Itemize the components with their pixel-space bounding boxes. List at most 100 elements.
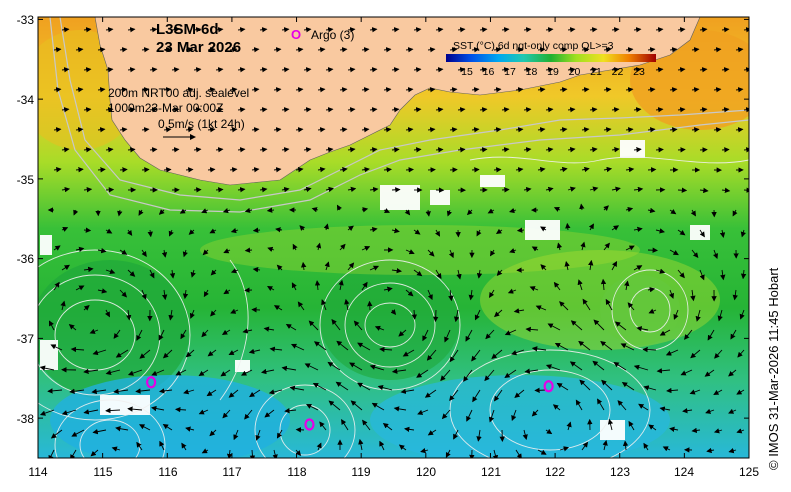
velocity-arrow xyxy=(706,447,715,454)
velocity-arrow xyxy=(367,300,373,311)
velocity-arrow xyxy=(531,246,539,252)
velocity-arrow xyxy=(457,107,466,113)
velocity-arrow xyxy=(70,346,85,353)
colorbar-ticks: 15 16 17 18 19 20 21 22 23 xyxy=(461,66,645,78)
velocity-arrow xyxy=(136,329,143,341)
lat-label: -38 xyxy=(17,412,35,426)
velocity-arrow xyxy=(228,389,239,398)
velocity-arrow xyxy=(141,249,147,257)
velocity-arrow xyxy=(597,398,605,411)
velocity-arrow xyxy=(295,166,304,173)
velocity-arrow xyxy=(83,409,99,415)
velocity-arrow xyxy=(369,107,378,113)
velocity-arrow xyxy=(237,27,246,33)
velocity-arrow xyxy=(567,67,576,73)
velocity-arrow xyxy=(259,187,268,193)
velocity-arrow xyxy=(405,47,414,53)
velocity-arrow xyxy=(75,127,84,133)
velocity-arrow xyxy=(677,27,686,33)
velocity-arrow xyxy=(479,27,488,33)
velocity-arrow xyxy=(97,127,106,133)
velocity-arrow xyxy=(39,365,55,371)
velocity-arrow xyxy=(295,87,304,93)
argo-float-marker[interactable] xyxy=(304,418,315,431)
velocity-arrow xyxy=(158,209,165,215)
velocity-arrow xyxy=(185,127,194,133)
velocity-arrow xyxy=(252,267,261,273)
argo-float-marker[interactable] xyxy=(146,376,157,389)
velocity-arrow xyxy=(592,360,605,371)
velocity-arrow xyxy=(180,329,187,340)
velocity-arrow xyxy=(669,249,679,256)
velocity-arrow xyxy=(237,67,246,73)
velocity-arrow xyxy=(105,268,116,275)
velocity-arrow xyxy=(545,67,554,73)
velocity-arrow xyxy=(390,309,397,315)
velocity-arrow xyxy=(169,269,176,279)
velocity-arrow xyxy=(487,208,495,214)
velocity-arrow xyxy=(48,449,55,458)
velocity-arrow xyxy=(426,349,437,361)
velocity-arrow xyxy=(92,428,107,435)
velocity-arrow xyxy=(292,243,298,251)
lon-label: 118 xyxy=(287,465,306,479)
velocity-arrow xyxy=(743,27,749,33)
velocity-arrow xyxy=(336,204,342,211)
velocity-arrow xyxy=(201,208,209,214)
velocity-arrow xyxy=(119,127,128,133)
velocity-arrow xyxy=(677,187,688,193)
velocity-arrow xyxy=(579,203,585,211)
velocity-arrow xyxy=(75,285,85,291)
velocity-arrow xyxy=(198,409,209,415)
velocity-arrow xyxy=(193,67,202,73)
velocity-arrow xyxy=(588,223,594,231)
velocity-arrow xyxy=(489,289,495,298)
velocity-arrow xyxy=(400,388,415,395)
velocity-arrow xyxy=(472,389,481,403)
velocity-arrow xyxy=(476,269,483,279)
velocity-arrow xyxy=(565,222,571,231)
velocity-arrow xyxy=(215,67,224,73)
velocity-arrow xyxy=(383,286,393,292)
velocity-arrow xyxy=(149,107,158,113)
sealevel-contours xyxy=(38,156,749,458)
velocity-arrow xyxy=(201,448,209,454)
velocity-arrow xyxy=(127,269,136,277)
velocity-arrow xyxy=(248,348,261,355)
velocity-arrow xyxy=(448,249,454,259)
lat-label: -36 xyxy=(17,252,35,266)
velocity-arrow xyxy=(308,320,319,331)
velocity-arrow xyxy=(273,305,283,311)
velocity-arrow xyxy=(445,449,451,458)
velocity-arrow xyxy=(136,441,143,451)
argo-float-marker[interactable] xyxy=(543,380,554,393)
velocity-arrow xyxy=(449,349,459,363)
velocity-arrow xyxy=(369,364,385,371)
velocity-arrow xyxy=(261,368,275,375)
lon-label: 115 xyxy=(93,465,112,479)
velocity-arrow xyxy=(69,388,85,394)
colorbar-tick-label: 22 xyxy=(612,66,624,78)
velocity-arrow xyxy=(484,369,495,382)
velocity-arrow xyxy=(690,289,696,302)
velocity-arrow xyxy=(493,167,502,173)
velocity-arrow xyxy=(603,87,612,93)
velocity-arrow xyxy=(369,67,378,73)
velocity-arrow xyxy=(162,424,173,431)
velocity-arrow xyxy=(171,107,180,113)
velocity-arrow xyxy=(465,329,473,342)
velocity-arrow xyxy=(97,247,107,254)
velocity-arrow xyxy=(537,127,546,133)
velocity-arrow xyxy=(479,147,488,153)
lat-label: -34 xyxy=(17,93,35,107)
velocity-arrow xyxy=(269,346,283,352)
velocity-arrow xyxy=(535,305,547,311)
velocity-arrow xyxy=(567,146,576,153)
velocity-arrow xyxy=(603,166,613,173)
velocity-arrow xyxy=(61,186,71,193)
velocity-arrow xyxy=(357,342,371,351)
velocity-arrow xyxy=(127,107,136,113)
velocity-arrow xyxy=(620,343,635,351)
velocity-arrow xyxy=(531,346,547,352)
velocity-arrow xyxy=(111,446,121,452)
